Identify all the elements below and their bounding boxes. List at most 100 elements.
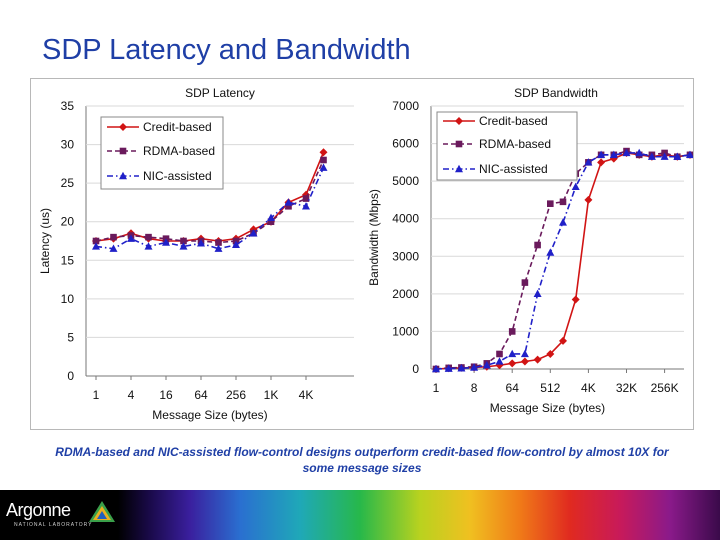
bandwidth-chart-title: SDP Bandwidth — [514, 86, 598, 100]
latency-y-tick-label: 10 — [61, 292, 75, 306]
latency-y-axis-label: Latency (us) — [38, 208, 52, 274]
bandwidth-point-nic-assisted — [444, 364, 453, 372]
bandwidth-point-nic-assisted — [584, 158, 593, 166]
latency-point-nic-assisted — [232, 240, 240, 249]
bandwidth-legend-label-nic-assisted: NIC-assisted — [479, 162, 548, 176]
latency-point-rdma-based — [110, 233, 117, 241]
bandwidth-point-credit-based — [520, 357, 529, 366]
latency-point-nic-assisted — [267, 213, 275, 222]
bandwidth-x-axis-label: Message Size (bytes) — [490, 401, 605, 415]
figure-panel: 0 5 10 15 20 25 30 35 1 4 16 64 256 1K 4K SDP Latency Me… — [30, 78, 694, 430]
bandwidth-point-nic-assisted — [508, 349, 517, 358]
latency-point-rdma-based — [302, 195, 310, 202]
bandwidth-y-tick-label: 0 — [412, 362, 419, 376]
latency-point-credit-based — [302, 190, 310, 199]
bandwidth-point-nic-assisted — [470, 363, 479, 371]
argonne-logo-icon — [89, 501, 115, 522]
bandwidth-y-tick-label: 3000 — [392, 249, 419, 263]
bandwidth-point-nic-assisted — [597, 150, 606, 159]
latency-point-nic-assisted — [249, 229, 258, 237]
bandwidth-series-line-rdma-based — [435, 150, 691, 370]
bandwidth-y-axis-label: Bandwidth (Mbps) — [367, 189, 381, 286]
bandwidth-point-credit-based — [571, 295, 580, 304]
bandwidth-x-tick-label: 64 — [506, 381, 520, 395]
latency-point-nic-assisted — [144, 242, 153, 250]
bandwidth-series-line-credit-based — [435, 152, 691, 370]
latency-x-tick-label: 1K — [264, 388, 279, 402]
bandwidth-point-credit-based — [559, 336, 567, 345]
argonne-logo-text: Argonne — [6, 500, 71, 520]
bandwidth-y-tick-label: 1000 — [392, 324, 419, 338]
bandwidth-point-nic-assisted — [622, 148, 631, 157]
bandwidth-x-tick-label: 32K — [616, 381, 637, 395]
latency-legend-label-rdma-based: RDMA-based — [143, 144, 215, 158]
bandwidth-point-nic-assisted — [520, 349, 529, 358]
bandwidth-x-tick-label: 512 — [540, 381, 560, 395]
bandwidth-point-credit-based — [597, 158, 606, 167]
latency-legend-marker-nic-assisted — [119, 171, 127, 180]
latency-y-tick-label: 35 — [61, 99, 75, 113]
latency-y-tick-label: 5 — [67, 330, 74, 344]
bandwidth-legend-label-rdma-based: RDMA-based — [479, 137, 551, 151]
bandwidth-legend-marker-rdma-based — [455, 140, 463, 148]
latency-point-rdma-based — [145, 233, 152, 241]
latency-x-tick-label: 256 — [226, 388, 246, 402]
latency-x-tick-label: 4 — [128, 388, 135, 402]
bandwidth-x-tick-label: 256K — [651, 381, 679, 395]
bandwidth-y-tick-label: 5000 — [392, 174, 419, 188]
bandwidth-point-nic-assisted — [533, 289, 542, 298]
latency-point-nic-assisted — [197, 239, 205, 247]
latency-y-tick-label: 0 — [67, 369, 74, 383]
latency-x-tick-label: 16 — [159, 388, 173, 402]
bandwidth-x-tick-label: 8 — [471, 381, 478, 395]
bandwidth-series-line-nic-assisted — [435, 152, 691, 370]
slide-title: SDP Latency and Bandwidth — [42, 34, 411, 66]
latency-point-rdma-based — [92, 237, 100, 245]
latency-y-tick-label: 25 — [61, 176, 75, 190]
bandwidth-point-nic-assisted — [559, 218, 567, 226]
latency-legend-label-credit-based: Credit-based — [143, 120, 212, 134]
latency-point-nic-assisted — [284, 198, 293, 206]
latency-x-tick-label: 1 — [93, 388, 100, 402]
latency-point-nic-assisted — [302, 202, 310, 210]
latency-point-nic-assisted — [109, 244, 118, 252]
bandwidth-point-nic-assisted — [546, 248, 555, 256]
bandwidth-y-tick-label: 4000 — [392, 212, 419, 226]
bandwidth-point-credit-based — [533, 355, 542, 364]
bandwidth-y-tick-label: 2000 — [392, 287, 419, 301]
latency-point-rdma-based — [320, 156, 327, 164]
latency-legend-marker-rdma-based — [119, 147, 127, 155]
slide-caption: RDMA-based and NIC-assisted flow-control… — [55, 445, 669, 475]
bandwidth-point-credit-based — [584, 195, 593, 204]
bandwidth-point-nic-assisted — [609, 150, 618, 159]
latency-chart-title: SDP Latency — [185, 86, 255, 100]
argonne-logo-subtitle: NATIONAL LABORATORY — [14, 522, 93, 528]
bandwidth-point-nic-assisted — [635, 148, 644, 157]
bandwidth-legend-label-credit-based: Credit-based — [479, 114, 548, 128]
latency-point-rdma-based — [285, 202, 292, 210]
bandwidth-point-nic-assisted — [571, 182, 580, 190]
bandwidth-point-rdma-based — [496, 350, 503, 358]
bandwidth-legend-marker-nic-assisted — [455, 164, 463, 173]
latency-legend-marker-credit-based — [119, 123, 127, 131]
latency-point-rdma-based — [267, 218, 275, 226]
latency-point-nic-assisted — [92, 242, 100, 250]
latency-point-nic-assisted — [162, 238, 170, 246]
bandwidth-point-nic-assisted — [482, 361, 491, 369]
bandwidth-y-tick-label: 6000 — [392, 137, 419, 151]
bandwidth-point-rdma-based — [508, 328, 516, 335]
bandwidth-point-rdma-based — [534, 241, 541, 249]
bandwidth-point-rdma-based — [547, 200, 554, 207]
bandwidth-x-tick-label: 4K — [581, 381, 596, 395]
latency-point-nic-assisted — [179, 242, 188, 250]
latency-point-nic-assisted — [214, 244, 223, 252]
latency-y-tick-label: 30 — [61, 138, 75, 152]
latency-point-rdma-based — [215, 239, 222, 246]
bandwidth-point-rdma-based — [559, 198, 567, 206]
bandwidth-point-nic-assisted — [686, 150, 693, 159]
bandwidth-point-nic-assisted — [457, 364, 466, 372]
bandwidth-point-rdma-based — [521, 279, 529, 286]
latency-point-nic-assisted — [319, 163, 328, 171]
footer-bar: Argonne NATIONAL LABORATORY — [0, 490, 720, 540]
